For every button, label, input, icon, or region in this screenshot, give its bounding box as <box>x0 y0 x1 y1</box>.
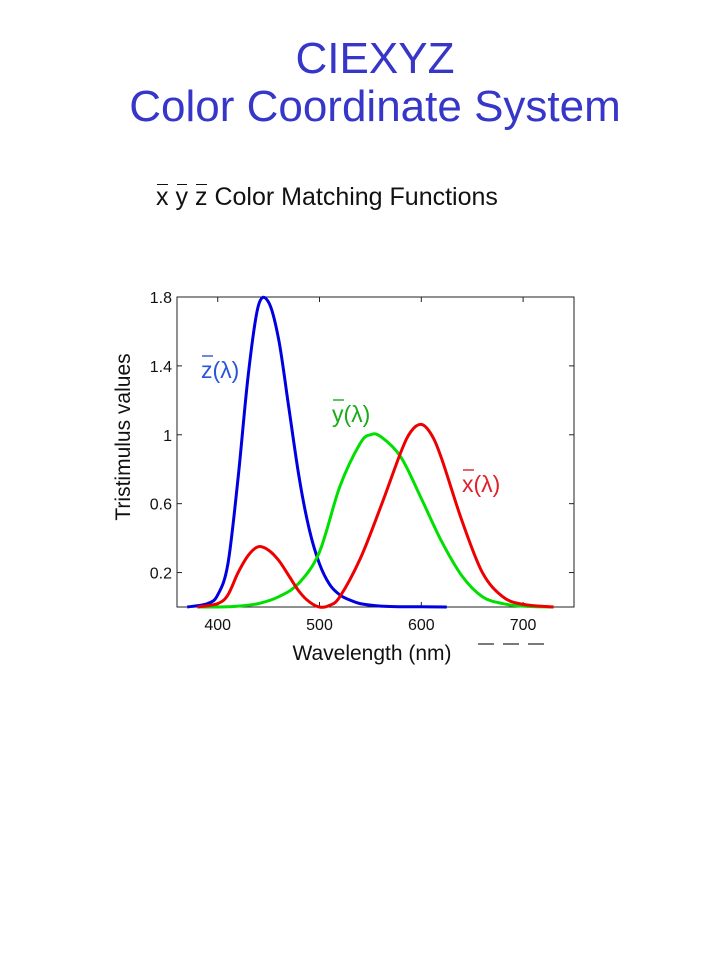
page-title-line1: CIEXYZ <box>295 34 455 83</box>
series-lines <box>186 295 554 609</box>
y-curve-label: y(λ) <box>332 401 370 427</box>
x-curve-label: x(λ) <box>462 471 500 497</box>
z-curve <box>186 295 447 609</box>
x-tick-label: 700 <box>510 617 537 634</box>
subtitle-symbol-y: y <box>175 183 189 211</box>
z-curve-label: z(λ) <box>201 357 239 383</box>
x-tick-label: 500 <box>306 617 333 634</box>
axis-tick-labels: 400 500 600 700 0.2 0.6 1 1.4 1.8 <box>150 290 537 634</box>
y-tick-label: 0.6 <box>150 497 172 514</box>
subtitle-symbol-z: z <box>195 183 208 211</box>
x-tick-label: 400 <box>204 617 231 634</box>
y-axis-label: Tristimulus values <box>112 353 135 520</box>
x-tick-label: 600 <box>408 617 435 634</box>
x-curve <box>197 422 554 609</box>
plot-frame <box>176 296 575 608</box>
subtitle-text: Color Matching Functions <box>214 183 498 211</box>
y-tick-label: 1.8 <box>150 290 172 307</box>
x-axis-label: Wavelength (nm) <box>292 642 451 665</box>
y-tick-label: 0.2 <box>150 566 172 583</box>
y-curve <box>197 432 554 609</box>
y-tick-label: 1.4 <box>150 359 172 376</box>
y-tick-label: 1 <box>163 428 172 445</box>
subtitle-symbol-x: x <box>156 183 169 211</box>
series-labels: z(λ) y(λ) x(λ) <box>201 355 500 497</box>
axis-ticks <box>177 296 574 607</box>
page-title-line2: Color Coordinate System <box>129 82 621 131</box>
